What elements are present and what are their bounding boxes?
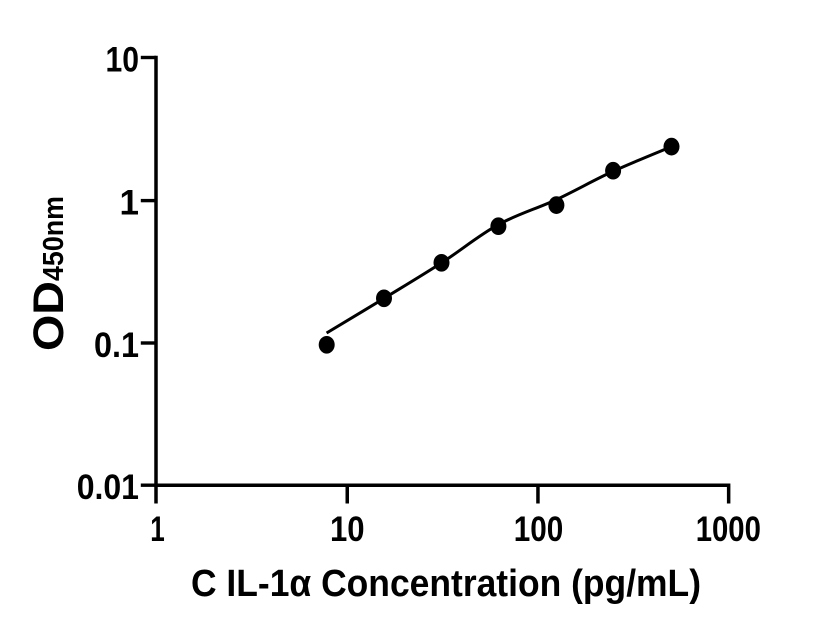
svg-text:1: 1 [120, 183, 139, 222]
svg-text:0.1: 0.1 [94, 326, 139, 365]
svg-text:0.01: 0.01 [77, 468, 139, 507]
svg-text:OD450nm: OD450nm [25, 196, 73, 351]
svg-text:10: 10 [106, 40, 140, 79]
svg-text:1000: 1000 [696, 510, 761, 549]
svg-text:C IL-1α Concentration (pg/mL): C IL-1α Concentration (pg/mL) [191, 563, 701, 605]
svg-text:10: 10 [330, 510, 365, 549]
svg-text:1: 1 [150, 510, 165, 549]
svg-text:100: 100 [514, 510, 564, 549]
